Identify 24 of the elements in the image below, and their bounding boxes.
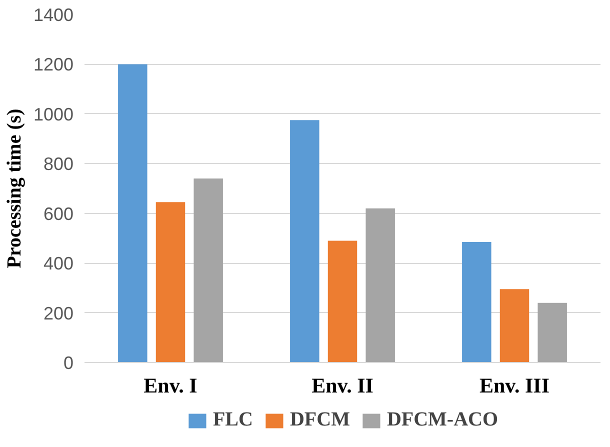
y-axis-title: Processing time (s) [3, 108, 26, 268]
bar [328, 240, 358, 362]
y-tick-label: 800 [43, 154, 74, 174]
bar [462, 242, 492, 362]
bar [500, 289, 530, 362]
bar [118, 64, 148, 362]
x-tick-label: Env. III [479, 374, 550, 398]
x-tick-label: Env. I [144, 374, 198, 398]
legend-label: DFCM-ACO [386, 408, 498, 432]
bar [366, 208, 395, 362]
y-tick-label: 400 [43, 254, 74, 274]
bar [290, 120, 320, 362]
y-tick-label: 200 [43, 303, 74, 324]
legend-label: DFCM [290, 408, 350, 432]
bar [156, 202, 186, 362]
y-tick-label: 1200 [33, 54, 74, 75]
y-tick-label: 600 [43, 204, 74, 224]
legend-label: FLC [212, 408, 253, 432]
bar [194, 178, 223, 362]
y-tick-label: 1400 [33, 5, 74, 25]
bar [538, 302, 567, 362]
x-tick-label: Env. II [312, 374, 374, 398]
y-tick-label: 1000 [33, 104, 74, 124]
y-tick-label: 0 [63, 353, 74, 373]
